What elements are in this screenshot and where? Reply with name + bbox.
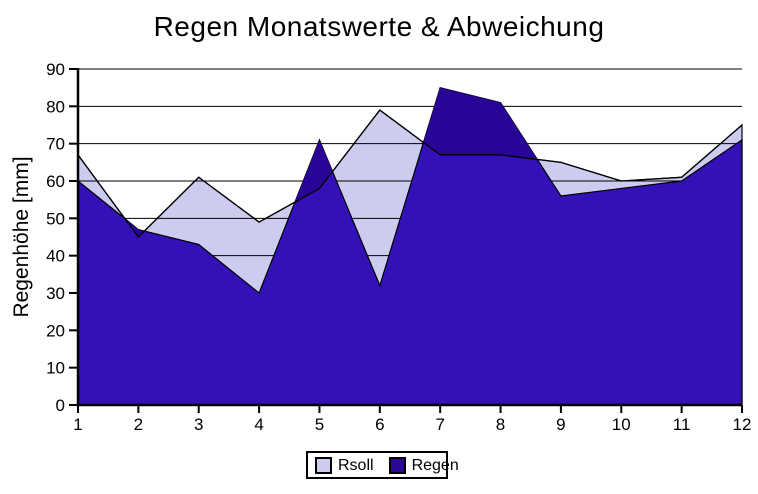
x-tick-label: 5 <box>315 415 324 434</box>
y-tick-label: 80 <box>46 97 65 116</box>
x-tick-label: 9 <box>556 415 565 434</box>
legend: Rsoll Regen <box>306 451 459 479</box>
legend-item-regen: Regen <box>388 456 459 474</box>
legend-item-rsoll: Rsoll <box>315 456 374 474</box>
rsoll-line <box>77 109 743 238</box>
x-tick-label: 12 <box>733 415 752 434</box>
y-tick-label: 30 <box>46 284 65 303</box>
y-tick-label: 20 <box>46 321 65 340</box>
legend-label-regen: Regen <box>411 456 459 474</box>
x-tick-label: 7 <box>435 415 444 434</box>
x-tick-label: 10 <box>612 415 631 434</box>
x-tick-label: 11 <box>673 415 691 434</box>
regen-swatch-icon <box>388 456 406 474</box>
deviation-area <box>295 139 333 202</box>
deviation-area <box>423 87 537 160</box>
deviation-area <box>125 218 145 237</box>
y-tick-label: 10 <box>46 359 65 378</box>
y-tick-label: 50 <box>46 209 65 228</box>
x-tick-label: 4 <box>254 415 263 434</box>
y-tick-label: 0 <box>56 396 65 415</box>
y-tick-label: 40 <box>46 247 65 266</box>
regen-area <box>77 86 743 406</box>
x-tick-label: 6 <box>375 415 384 434</box>
y-tick-label: 70 <box>46 135 65 154</box>
x-tick-label: 8 <box>496 415 505 434</box>
x-tick-label: 3 <box>194 415 203 434</box>
x-tick-label: 2 <box>134 415 143 434</box>
y-tick-label: 90 <box>46 60 65 79</box>
chart-title: Regen Monatswerte & Abweichung <box>153 11 605 42</box>
x-tick-label: 1 <box>73 415 82 434</box>
legend-label-rsoll: Rsoll <box>338 456 374 474</box>
rsoll-swatch-icon <box>315 456 332 474</box>
y-tick-label: 60 <box>46 172 65 191</box>
